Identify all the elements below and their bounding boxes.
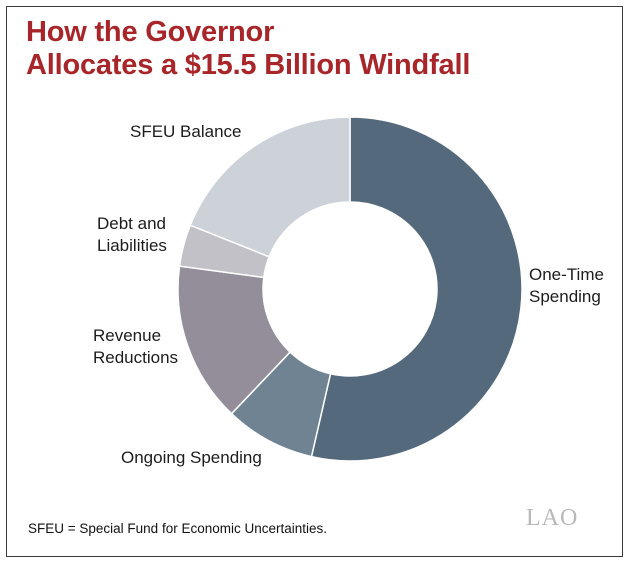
slice-one-time-spending [310, 116, 523, 462]
slice-labels: One-Time Spending Ongoing Spending Revenue R… [93, 122, 604, 467]
chart-title-line-2: Allocates a $15.5 Billion Windfall [26, 49, 471, 81]
chart-title: How the Governor Allocates a $15.5 Billi… [26, 16, 470, 82]
donut-slices [177, 116, 523, 462]
slice-label-one-time-spending: One-Time Spending [529, 265, 604, 306]
chart-title-line-1: How the Governor [26, 16, 275, 48]
slice-sfeu-balance [189, 116, 351, 258]
footnote: SFEU = Special Fund for Economic Uncerta… [28, 521, 328, 536]
figure-frame [6, 6, 623, 557]
slice-label-sfeu-balance: SFEU Balance [130, 122, 242, 141]
slice-label-revenue-reductions: Revenue Reductions [93, 326, 178, 367]
slice-label-debt-and-liabilities: Debt and Liabilities [97, 214, 167, 255]
slice-label-ongoing-spending: Ongoing Spending [121, 448, 262, 467]
lao-logo: LAO [526, 505, 579, 531]
